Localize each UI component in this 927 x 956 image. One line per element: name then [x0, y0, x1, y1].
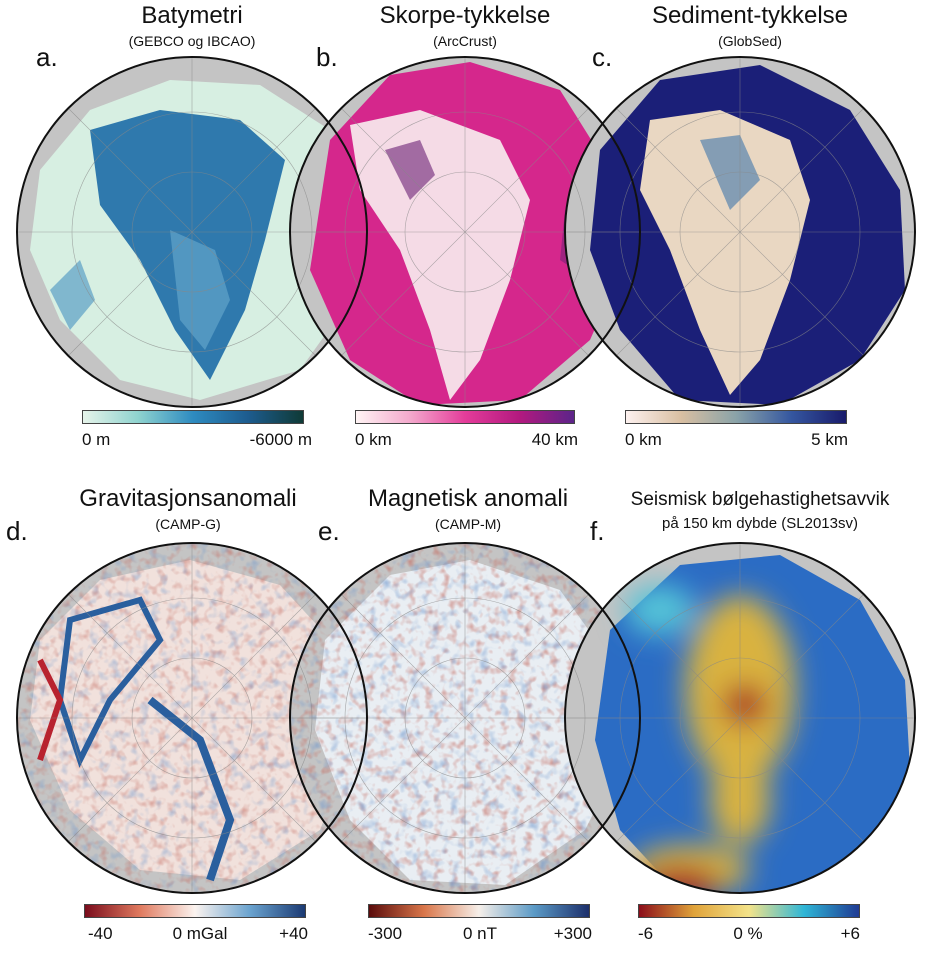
panel-c-subtitle: (GlobSed)	[718, 33, 782, 49]
colorbar-b-label-max: 40 km	[531, 430, 578, 449]
colorbar-c	[625, 410, 847, 424]
colorbar-d-label-mid: 0 mGal	[172, 924, 228, 943]
colorbar-d	[84, 904, 306, 918]
map-c-sediment-thickness	[565, 57, 915, 407]
map-outlines	[16, 56, 916, 894]
panel-b-letter: b.	[316, 42, 338, 72]
panel-f-subtitle: på 150 km dybde (SL2013sv)	[662, 515, 858, 532]
panel-d-subtitle: (CAMP-G)	[155, 516, 221, 532]
colorbar-e-label-max: +300	[553, 924, 592, 943]
panel-e-subtitle: (CAMP-M)	[434, 516, 502, 532]
colorbar-d-label-min: -40	[88, 924, 113, 943]
colorbar-c-label-max: 5 km	[811, 430, 848, 449]
panel-a-letter: a.	[36, 42, 58, 72]
graticules	[17, 57, 915, 893]
panel-b-title: Skorpe-tykkelse	[379, 2, 551, 29]
panel-b-subtitle: (ArcCrust)	[433, 33, 497, 49]
colorbar-f-label-min: -6	[638, 924, 654, 943]
panel-a-title: Batymetri	[141, 2, 243, 29]
colorbar-f	[638, 904, 860, 918]
colorbar-e	[368, 904, 590, 918]
panel-f-letter: f.	[590, 516, 605, 546]
colorbar-a-label-min: 0 m	[82, 430, 111, 449]
panel-c-letter: c.	[592, 42, 613, 72]
panel-f-title: Seismisk bølgehastighetsavvik	[630, 489, 890, 510]
panel-d-letter: d.	[6, 516, 28, 546]
colorbar-a	[82, 410, 304, 424]
colorbar-f-label-mid: 0 %	[733, 924, 763, 943]
colorbar-b	[355, 410, 575, 424]
colorbar-b-label-min: 0 km	[355, 430, 392, 449]
panel-c-title: Sediment-tykkelse	[651, 2, 849, 29]
colorbar-c-label-min: 0 km	[625, 430, 662, 449]
colorbar-e-label-mid: 0 nT	[462, 924, 498, 943]
colorbar-d-label-max: +40	[279, 924, 308, 943]
panel-d-title: Gravitasjonsanomali	[79, 485, 297, 512]
panel-e-letter: e.	[318, 516, 340, 546]
panel-a-subtitle: (GEBCO og IBCAO)	[128, 33, 256, 49]
colorbar-e-label-min: -300	[368, 924, 403, 943]
colorbar-a-label-max: -6000 m	[249, 430, 312, 449]
colorbar-f-label-max: +6	[840, 924, 860, 943]
map-f-seismic-velocity	[565, 543, 915, 893]
panel-e-title: Magnetisk anomali	[367, 485, 569, 512]
